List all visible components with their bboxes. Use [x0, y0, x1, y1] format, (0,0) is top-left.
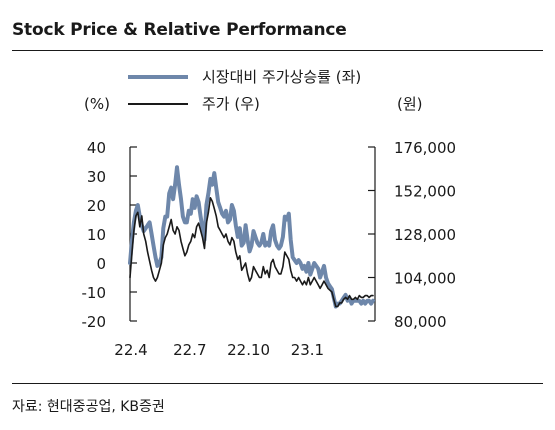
x-tick-label: 22.10 [227, 341, 270, 359]
left-axis-unit: (%) [84, 95, 110, 113]
right-tick-label: 80,000 [394, 313, 447, 331]
legend-label-price: 주가 (우) [202, 95, 260, 113]
axes: 40 30 20 10 0 -10 -20 176,000 152,000 128,000 104,… [82, 139, 457, 359]
source-divider [12, 383, 543, 384]
x-tick-label: 22.4 [114, 341, 147, 359]
left-tick-label: -10 [82, 284, 107, 302]
left-tick-label: 30 [87, 168, 106, 186]
right-axis-unit: (원) [397, 95, 423, 113]
left-tick-label: 0 [96, 255, 106, 273]
left-tick-label: -20 [82, 313, 107, 331]
left-tick-label: 40 [87, 139, 106, 157]
series-lines [128, 165, 375, 309]
source-note: 자료: 현대중공업, KB증권 [12, 399, 165, 415]
right-tick-label: 152,000 [394, 183, 456, 201]
x-tick-label: 22.7 [173, 341, 206, 359]
left-tick-label: 10 [87, 226, 106, 244]
title-divider [12, 50, 543, 51]
right-tick-label: 176,000 [394, 139, 456, 157]
chart-title: Stock Price & Relative Performance [12, 20, 347, 40]
legend-label-relative: 시장대비 주가상승률 (좌) [202, 68, 361, 86]
x-tick-label: 23.1 [291, 341, 324, 359]
legend: 시장대비 주가상승률 (좌) 주가 (우) [128, 68, 361, 113]
right-tick-label: 104,000 [394, 270, 456, 288]
series-line-stock-price [129, 197, 374, 308]
left-tick-label: 20 [87, 197, 106, 215]
right-tick-label: 128,000 [394, 226, 456, 244]
